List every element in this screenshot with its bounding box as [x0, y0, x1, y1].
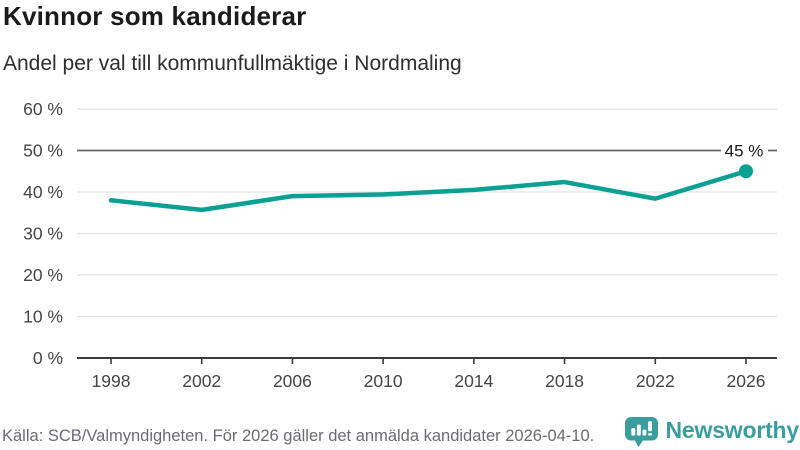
speech-bubble-tail	[633, 439, 644, 447]
bar-chart-glyph	[630, 428, 635, 436]
brand-name: Newsworthy	[665, 417, 800, 443]
x-axis-label: 2022	[636, 371, 675, 391]
exclamation-icon	[647, 421, 652, 432]
x-axis-label: 2026	[727, 371, 766, 391]
x-axis-label: 2010	[364, 371, 403, 391]
label-mask	[721, 140, 768, 160]
chart-title: Kvinnor som kandiderar	[3, 1, 307, 31]
x-axis-label: 2018	[545, 371, 584, 391]
x-axis-label: 2006	[273, 371, 312, 391]
y-axis-label: 10 %	[23, 307, 63, 327]
source-note: Källa: SCB/Valmyndigheten. För 2026 gäll…	[2, 427, 595, 445]
y-axis-label: 0 %	[33, 348, 63, 368]
x-axis-label: 2002	[182, 371, 221, 391]
last-value-label: 45 %	[725, 142, 764, 161]
y-axis-label: 30 %	[23, 224, 63, 244]
data-line	[108, 169, 749, 213]
y-axis-label: 20 %	[23, 265, 63, 285]
newsworthy-logo: Newsworthy	[624, 417, 800, 448]
bar-chart-glyph	[642, 429, 646, 436]
y-axis-label: 40 %	[23, 182, 63, 202]
bar-chart-glyph	[636, 424, 641, 436]
newsworthy-logo-icon	[624, 417, 658, 447]
x-axis-label: 1998	[92, 371, 131, 391]
y-axis-label: 60 %	[23, 99, 63, 119]
end-point-marker	[739, 164, 753, 179]
x-axis-label: 2014	[454, 371, 493, 391]
chart-subtitle: Andel per val till kommunfullmäktige i N…	[3, 52, 462, 75]
y-axis-label: 50 %	[23, 141, 63, 161]
speech-bubble	[624, 417, 658, 441]
exclamation-icon	[647, 433, 652, 436]
